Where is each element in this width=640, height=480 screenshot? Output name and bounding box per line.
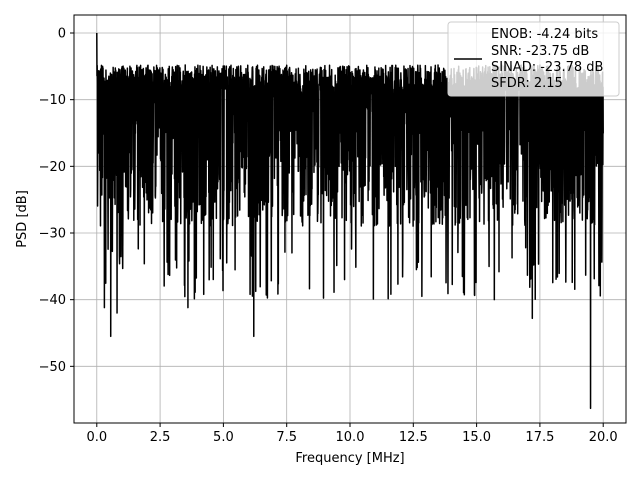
y-tick-label: 0 <box>58 27 66 42</box>
y-tick-label: −30 <box>39 227 66 242</box>
y-tick-label: −20 <box>39 160 66 175</box>
y-tick-label: −50 <box>39 360 66 375</box>
y-tick-label: −40 <box>39 293 66 308</box>
x-tick-label: 17.5 <box>525 430 554 445</box>
x-tick-label: 0.0 <box>86 430 107 445</box>
legend-enob: ENOB: -4.24 bits <box>491 27 598 42</box>
legend-sfdr: SFDR: 2.15 <box>491 76 563 91</box>
legend: ENOB: -4.24 bits SNR: -23.75 dB SINAD: -… <box>447 21 620 97</box>
y-axis-label: PSD [dB] <box>15 190 30 248</box>
y-axis-ticks: 0 −10 −20 −30 −40 −50 <box>39 27 74 375</box>
legend-sinad: SINAD: -23.78 dB <box>491 60 603 75</box>
y-tick-label: −10 <box>39 93 66 108</box>
x-tick-label: 20.0 <box>589 430 618 445</box>
x-axis-label: Frequency [MHz] <box>295 451 404 466</box>
legend-snr: SNR: -23.75 dB <box>491 44 589 59</box>
x-tick-label: 10.0 <box>336 430 365 445</box>
x-tick-label: 15.0 <box>462 430 491 445</box>
x-tick-label: 2.5 <box>150 430 171 445</box>
x-tick-label: 12.5 <box>399 430 428 445</box>
x-tick-label: 5.0 <box>213 430 234 445</box>
x-axis-ticks: 0.0 2.5 5.0 7.5 10.0 12.5 15.0 17.5 20.0 <box>86 423 618 445</box>
x-tick-label: 7.5 <box>276 430 297 445</box>
legend-box <box>447 21 620 97</box>
